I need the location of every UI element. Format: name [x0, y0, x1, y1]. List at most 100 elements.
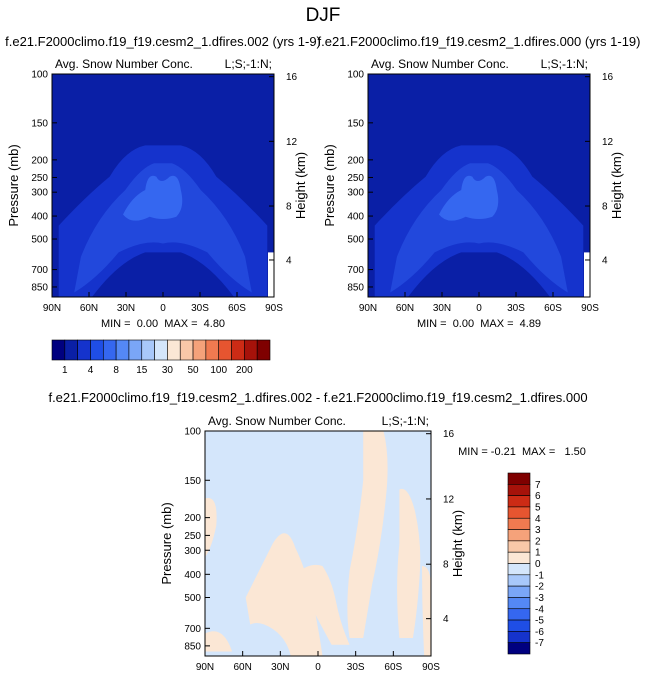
panel-title: f.e21.F2000climo.f19_f19.cesm2_1.dfires.…: [317, 34, 640, 49]
x-tick-label: 90N: [359, 303, 377, 314]
colorbar-diff-label: 2: [535, 536, 541, 547]
colorbar-main-swatch: [51, 339, 66, 361]
panel-subtitle-right: L;S;-1:N;: [541, 57, 588, 71]
colorbar-main-label: 100: [210, 365, 227, 376]
colorbar-diff-swatch: [507, 574, 531, 587]
colorbar-main-swatch: [141, 339, 155, 361]
x-tick-label: 0: [476, 303, 482, 314]
colorbar-main-label: 15: [136, 365, 148, 376]
y-tick-label: 500: [31, 235, 48, 246]
panel-stats: MIN = 0.00 MAX = 4.80: [101, 318, 225, 330]
y-tick-label: 500: [347, 235, 364, 246]
y-tick-label: 200: [347, 155, 364, 166]
colorbar-main-swatch: [205, 339, 220, 361]
x-tick-label: 60S: [384, 662, 402, 673]
y-tick-label: 150: [31, 118, 48, 129]
colorbar-diff-swatch: [507, 517, 531, 530]
y-right-axis-label: Height (km): [293, 152, 308, 219]
y-tick-label: 150: [347, 118, 364, 129]
colorbar-main-label: 50: [187, 365, 199, 376]
panel-title: f.e21.F2000climo.f19_f19.cesm2_1.dfires.…: [5, 34, 321, 49]
y-right-tick-label: 16: [602, 72, 614, 83]
y-right-tick-label: 8: [443, 560, 449, 571]
x-tick-label: 0: [315, 662, 321, 673]
colorbar-diff-label: -5: [535, 616, 544, 627]
panel-subtitle-left: Avg. Snow Number Conc.: [55, 57, 193, 71]
colorbar-diff-label: -6: [535, 627, 544, 638]
colorbar-diff-swatch: [507, 540, 531, 553]
y-tick-label: 400: [31, 212, 48, 223]
panel-2: f.e21.F2000climo.f19_f19.cesm2_1.dfires.…: [317, 34, 640, 330]
contour-positive-4: [295, 564, 350, 645]
y-tick-label: 100: [184, 427, 201, 438]
colorbar-main: 1 4 8 15 30 50 100 200: [51, 339, 271, 376]
contour-positive-2: [205, 631, 233, 652]
panel-title: f.e21.F2000climo.f19_f19.cesm2_1.dfires.…: [48, 390, 587, 405]
x-tick-label: 30S: [347, 662, 365, 673]
colorbar-diff-swatch: [507, 563, 531, 576]
contour-level-3: [123, 175, 183, 221]
colorbar-main-label: 4: [88, 365, 94, 376]
colorbar-main-swatch: [192, 339, 207, 361]
colorbar-diff-label: -1: [535, 570, 544, 581]
colorbar-diff-swatch: [507, 484, 531, 496]
panel-stats: MIN = 0.00 MAX = 4.89: [417, 318, 541, 330]
colorbar-main-swatch: [244, 339, 258, 361]
contour-surface-low: [92, 252, 234, 297]
terrain-mask: [268, 252, 274, 297]
y-tick-label: 250: [184, 531, 201, 542]
colorbar-diff-label: 1: [535, 548, 541, 559]
panel-subtitle-right: L;S;-1:N;: [382, 414, 429, 428]
y-tick-label: 200: [31, 155, 48, 166]
colorbar-diff-swatch: [507, 642, 531, 655]
y-tick-label: 100: [31, 70, 48, 81]
colorbar-diff-label: -4: [535, 604, 544, 615]
panel-subtitle-right: L;S;-1:N;: [225, 57, 272, 71]
y-right-axis-label: Height (km): [609, 152, 624, 219]
colorbar-main-swatch: [256, 339, 271, 361]
contour-positive-7: [422, 566, 431, 656]
x-tick-label: 30N: [271, 662, 289, 673]
contour-positive-6: [397, 488, 421, 638]
y-tick-label: 700: [347, 265, 364, 276]
x-tick-label: 60S: [228, 303, 246, 314]
contour-background: [205, 431, 431, 656]
colorbar-diff-label: 4: [535, 514, 541, 525]
x-tick-label: 60S: [544, 303, 562, 314]
contour-level-3: [439, 175, 499, 221]
x-tick-label: 90S: [265, 303, 283, 314]
x-tick-label: 30S: [191, 303, 209, 314]
x-tick-label: 90N: [43, 303, 61, 314]
y-tick-label: 400: [347, 212, 364, 223]
colorbar-diff-label: 6: [535, 491, 541, 502]
colorbar-diff-swatch: [507, 472, 531, 485]
y-tick-label: 700: [31, 265, 48, 276]
x-tick-label: 90S: [422, 662, 440, 673]
panel-3: f.e21.F2000climo.f19_f19.cesm2_1.dfires.…: [48, 390, 587, 673]
x-tick-label: 0: [160, 303, 166, 314]
y-tick-label: 500: [184, 593, 201, 604]
contour-surface-low: [408, 252, 550, 297]
colorbar-diff-swatch: [507, 529, 531, 542]
colorbar-diff-swatch: [507, 495, 531, 508]
colorbar-main-swatch: [128, 339, 143, 361]
contour-level-2: [390, 163, 568, 293]
y-tick-label: 850: [347, 282, 364, 293]
y-right-tick-label: 16: [286, 72, 298, 83]
y-right-tick-label: 4: [286, 255, 292, 266]
y-tick-label: 300: [184, 546, 201, 557]
y-tick-label: 150: [184, 476, 201, 487]
x-tick-label: 30N: [433, 303, 451, 314]
contour-positive-5: [347, 431, 388, 638]
y-tick-label: 250: [31, 173, 48, 184]
y-right-tick-label: 4: [602, 255, 608, 266]
y-axis-label: Pressure (mb): [322, 144, 337, 226]
colorbar-diff-label: -7: [535, 638, 544, 649]
y-tick-label: 850: [184, 641, 201, 652]
panel-stats: MIN = -0.21 MAX = 1.50: [458, 446, 586, 458]
contour-level-2: [74, 163, 252, 293]
colorbar-diff-label: 3: [535, 525, 541, 536]
y-tick-label: 700: [184, 624, 201, 635]
